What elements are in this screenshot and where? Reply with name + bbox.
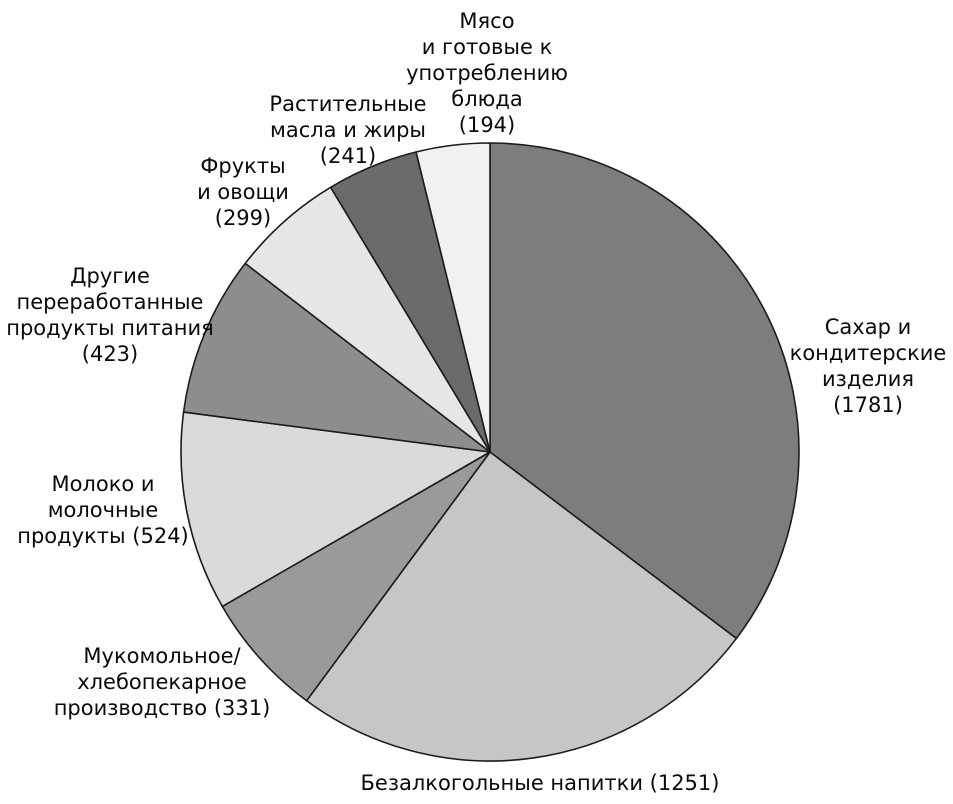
pie-label-soft-drinks: Безалкогольные напитки (1251) — [360, 770, 720, 795]
pie-label-milk-dairy: Молоко и молочные продукты (524) — [17, 471, 189, 549]
pie-slice-1 — [489, 142, 800, 640]
pie-label-vegetable-oils-fats: Растительные масла и жиры (241) — [269, 91, 427, 169]
pie-slice-3 — [221, 451, 491, 702]
pie-label-fruits-vegetables: Фрукты и овощи (299) — [197, 153, 289, 231]
pie-label-milling-bakery: Мукомольное/ хлебопекарное производство … — [53, 643, 271, 721]
pie-slice-8 — [415, 142, 491, 453]
pie-label-other-processed-food: Другие переработанные продукты питания (… — [6, 263, 214, 367]
pie-label-meat-ready-meals: Мясо и готовые к употреблению блюда (194… — [406, 8, 568, 138]
pie-slice-5 — [182, 262, 491, 453]
pie-slice-4 — [180, 411, 491, 608]
pie-slice-2 — [305, 451, 738, 762]
pie-label-sugar-confectionery: Сахар и кондитерские изделия (1781) — [789, 314, 947, 418]
